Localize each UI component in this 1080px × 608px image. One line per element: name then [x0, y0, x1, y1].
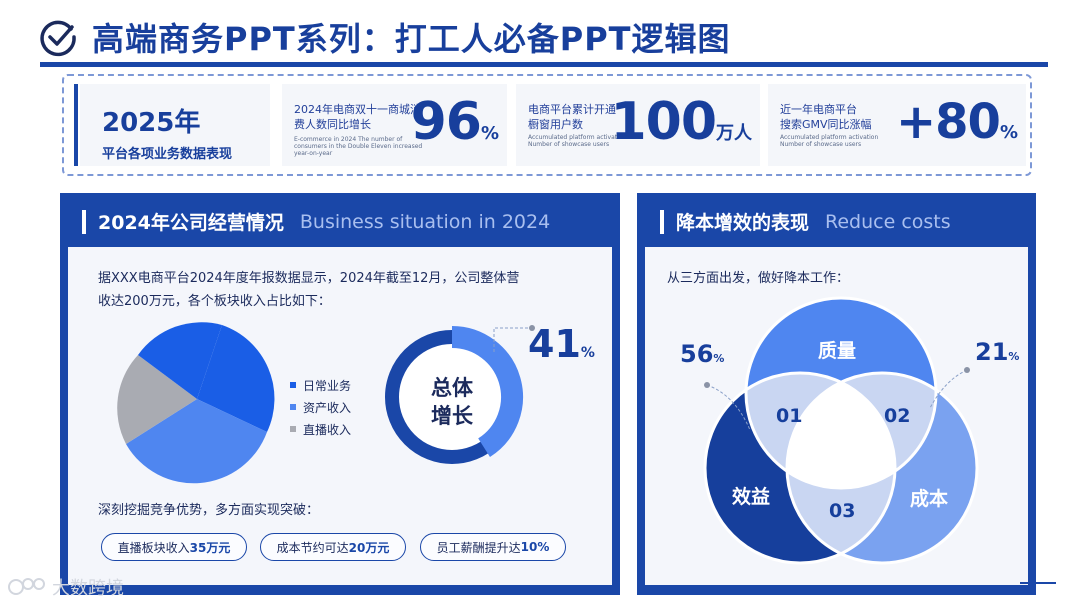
stats-accent-bar	[74, 84, 78, 166]
stat-sublabel: Accumulated platform activation Number o…	[780, 134, 879, 148]
venn-label-quality: 质量	[818, 340, 857, 362]
stats-year-card: 2025年 平台各项业务数据表现	[80, 84, 270, 166]
stat-label: 近一年电商平台 搜索GMV同比涨幅	[780, 103, 872, 131]
stat-card-double-eleven: 2024年电商双十一商城消 费人数同比增长 E-commerce in 2024…	[282, 84, 507, 166]
growth-donut-chart	[385, 325, 535, 464]
bottom-accent-line	[1020, 582, 1056, 584]
business-title-cn: 2024年公司经营情况	[98, 212, 284, 234]
reduce-costs-title-cn: 降本增效的表现	[676, 212, 810, 234]
reduce-costs-heading: 降本增效的表现 Reduce costs	[660, 208, 951, 235]
venn-overlap-01: 01	[776, 405, 803, 427]
venn-label-cost: 成本	[910, 488, 949, 510]
callout-leader	[493, 327, 532, 352]
pie-slice-daily	[197, 325, 275, 432]
legend-item: 直播收入	[290, 418, 351, 440]
stat-sublabel: Accumulated platform activation Number o…	[528, 134, 627, 148]
pie-slice-daily-top	[138, 322, 222, 399]
reduce-costs-intro: 从三方面出发，做好降本工作：	[667, 271, 850, 286]
header: 高端商务PPT系列：打工人必备PPT逻辑图	[38, 12, 730, 62]
donut-growth-arc	[451, 326, 523, 457]
stat-label: 电商平台累计开通 橱窗用户数	[528, 103, 616, 131]
check-circle-icon	[40, 20, 76, 57]
growth-percent: 41%	[528, 322, 595, 366]
callout-leader-right	[929, 369, 968, 409]
venn-overlap-03: 03	[829, 500, 856, 522]
pill-cost-saving: 成本节约可达 20万元	[260, 533, 406, 561]
pie-legend: 日常业务 资产收入 直播收入	[290, 374, 351, 440]
reduce-costs-title-en: Reduce costs	[825, 210, 951, 233]
stats-strip	[62, 74, 1032, 176]
watermark: 大数跨境	[8, 574, 124, 600]
venn-percent-left: 56%	[680, 340, 725, 368]
pie-slice-assets	[126, 399, 267, 484]
stat-card-showcase-users: 电商平台累计开通 橱窗用户数 Accumulated platform acti…	[516, 84, 760, 166]
legend-item: 日常业务	[290, 374, 351, 396]
heading-bar	[660, 209, 664, 234]
watermark-text: 大数跨境	[52, 578, 124, 599]
callout-dot-left	[704, 382, 710, 388]
stat-label: 2024年电商双十一商城消 费人数同比增长	[294, 103, 421, 131]
callout-dot-right	[964, 367, 970, 373]
stat-value: 100万人	[610, 92, 752, 152]
stats-year-subtitle: 平台各项业务数据表现	[102, 147, 233, 162]
venn-diagram	[703, 296, 979, 565]
venn-overlap-02: 02	[884, 405, 911, 427]
pill-live-revenue: 直播板块收入 35万元	[101, 533, 247, 561]
stat-sublabel: E-commerce in 2024 The number of consume…	[294, 136, 423, 157]
stat-card-gmv-growth: 近一年电商平台 搜索GMV同比涨幅 Accumulated platform a…	[768, 84, 1026, 166]
legend-item: 资产收入	[290, 396, 351, 418]
revenue-pie-chart	[117, 322, 275, 484]
pill-salary-raise: 员工薪酬提升达 10%	[420, 533, 566, 561]
business-panel-heading: 2024年公司经营情况 Business situation in 2024	[82, 208, 550, 235]
donut-center-label: 总体 增长	[431, 376, 473, 428]
watermark-logo-icon	[8, 578, 45, 595]
business-title-en: Business situation in 2024	[299, 210, 551, 233]
heading-bar	[82, 209, 86, 234]
business-intro: 据XXX电商平台2024年度年报数据显示，2024年截至12月，公司整体营 收达…	[98, 271, 520, 309]
header-divider	[40, 62, 1048, 67]
stat-value: 96%	[410, 92, 499, 152]
venn-percent-right: 21%	[975, 338, 1020, 366]
stat-value: +80%	[895, 94, 1018, 150]
callout-leader-left	[706, 384, 751, 431]
breakthrough-text: 深刻挖掘竞争优势，多方面实现突破：	[98, 503, 320, 518]
stats-year: 2025年	[102, 108, 201, 138]
callout-dot	[529, 325, 535, 331]
page-title: 高端商务PPT系列：打工人必备PPT逻辑图	[92, 20, 731, 58]
venn-label-benefit: 效益	[732, 486, 771, 508]
pie-slice-live	[117, 355, 197, 444]
